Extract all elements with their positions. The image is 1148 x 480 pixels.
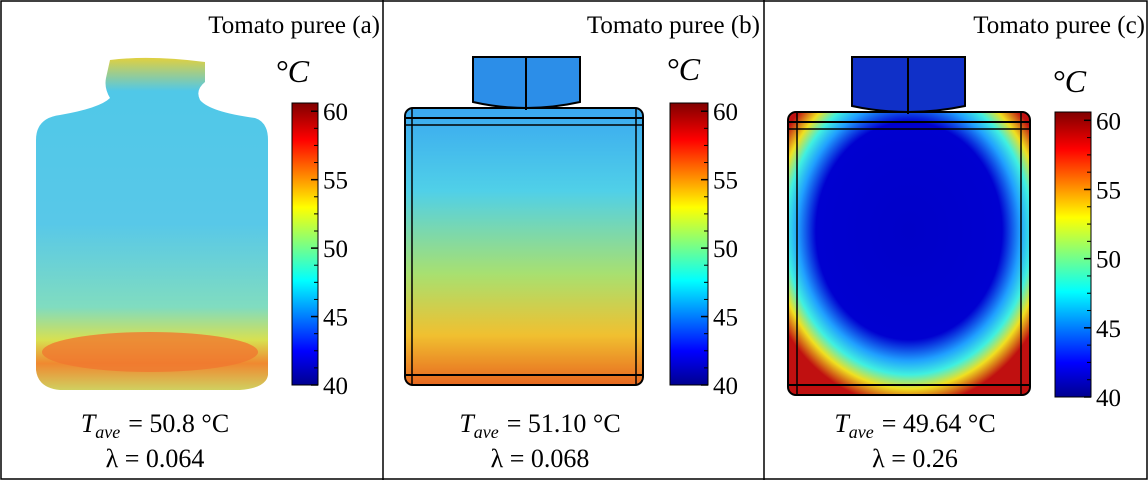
tick-label: 60 bbox=[713, 99, 738, 126]
tick-label: 55 bbox=[713, 168, 738, 195]
figure: Tomato puree (a)°C6055504540Tave= 50.8 °… bbox=[0, 0, 1148, 480]
average-temperature: Tave= 50.8 °C bbox=[81, 409, 229, 442]
tick-label: 40 bbox=[1096, 385, 1121, 412]
simulation-image bbox=[405, 57, 643, 385]
unit-label: °C bbox=[275, 53, 310, 89]
subscript: ave bbox=[95, 422, 120, 442]
tick-label: 50 bbox=[713, 236, 738, 263]
tick-label: 40 bbox=[323, 373, 348, 400]
tick-label: 45 bbox=[713, 305, 738, 332]
unit-label: °C bbox=[666, 51, 701, 87]
tick-label: 55 bbox=[323, 168, 348, 195]
lambda: λ = 0.26 bbox=[872, 444, 958, 473]
lambda: λ = 0.064 bbox=[106, 444, 205, 473]
colorbar bbox=[1055, 112, 1091, 397]
panel-title: Tomato puree (b) bbox=[587, 12, 760, 39]
value: = 50.8 °C bbox=[128, 409, 229, 438]
tick-label: 55 bbox=[1096, 177, 1121, 204]
lambda: λ = 0.068 bbox=[491, 444, 590, 473]
simulation-image bbox=[788, 57, 1030, 395]
tick-label: 60 bbox=[1096, 108, 1121, 135]
subscript: ave bbox=[849, 422, 874, 442]
panel-title: Tomato puree (a) bbox=[208, 12, 380, 39]
average-temperature: Tave= 49.64 °C bbox=[834, 409, 995, 442]
colorbar bbox=[670, 103, 708, 385]
tick-label: 50 bbox=[323, 236, 348, 263]
unit-label: °C bbox=[1052, 63, 1087, 99]
tick-label: 50 bbox=[1096, 247, 1121, 274]
thermal-image bbox=[36, 58, 268, 390]
tick-label: 40 bbox=[713, 373, 738, 400]
tick-label: 45 bbox=[323, 305, 348, 332]
average-temperature: Tave= 51.10 °C bbox=[459, 409, 620, 442]
tick-label: 60 bbox=[323, 99, 348, 126]
value: = 51.10 °C bbox=[507, 409, 621, 438]
panel-title: Tomato puree (c) bbox=[973, 12, 1145, 39]
subscript: ave bbox=[474, 422, 499, 442]
value: = 49.64 °C bbox=[882, 409, 996, 438]
tick-label: 45 bbox=[1096, 316, 1121, 343]
